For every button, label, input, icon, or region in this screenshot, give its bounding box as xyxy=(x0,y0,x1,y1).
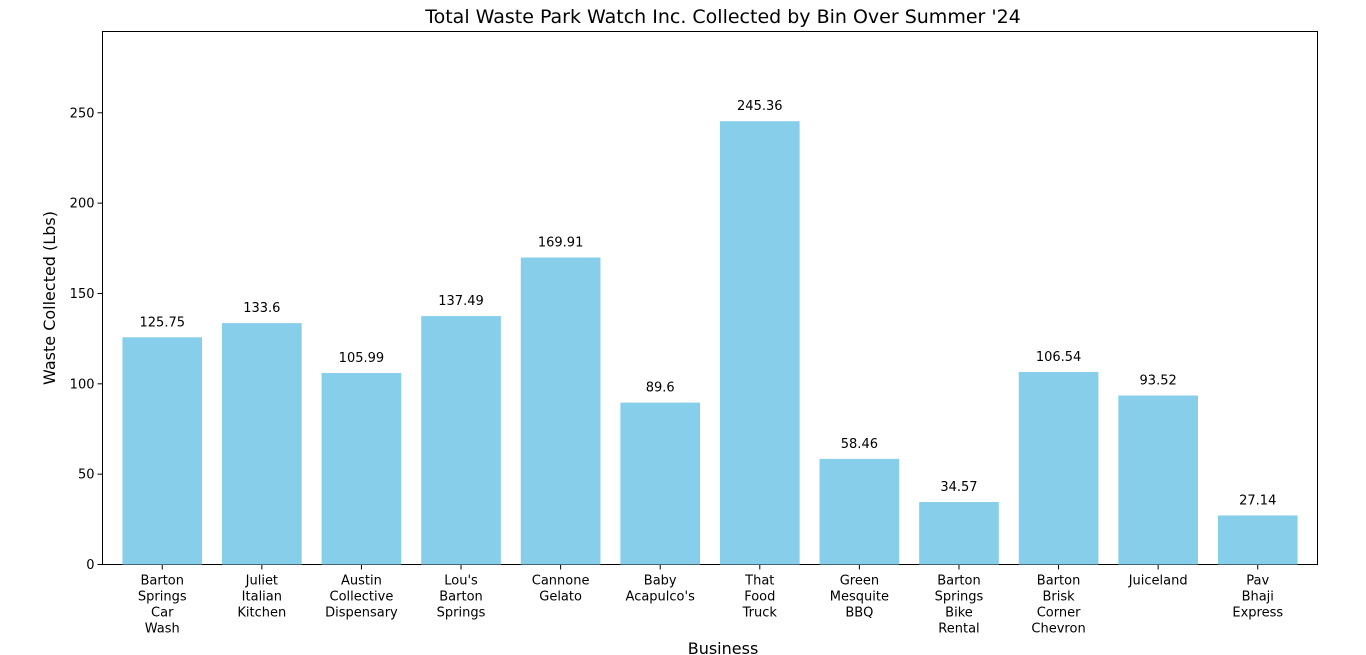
bar xyxy=(222,323,302,565)
y-tick-label: 150 xyxy=(70,287,95,302)
bar-value-label: 133.6 xyxy=(243,301,280,316)
bar-value-label: 93.52 xyxy=(1140,374,1177,389)
y-tick-label: 250 xyxy=(70,106,95,121)
bar-value-label: 125.75 xyxy=(140,315,186,330)
x-tick-label: Juiceland xyxy=(1128,574,1188,589)
bar-value-label: 169.91 xyxy=(538,236,584,251)
y-tick-label: 200 xyxy=(70,197,95,212)
x-axis: Barton Springs Car Wash Juliet Italian Kitchen… xyxy=(138,564,1283,637)
x-tick-label: Austin Collective Dispensary xyxy=(325,574,398,621)
bar-value-label: 137.49 xyxy=(438,294,484,309)
x-tick-label: Barton Springs Bike Rental xyxy=(935,574,984,637)
bar xyxy=(620,402,701,565)
y-tick-label: 0 xyxy=(86,558,94,573)
plot-area-frame xyxy=(102,31,1318,565)
bar xyxy=(421,316,501,565)
x-axis-title: Business xyxy=(688,639,759,655)
x-tick-label: Green Mesquite BBQ xyxy=(830,574,889,621)
bar-value-label: 58.46 xyxy=(841,437,878,452)
bar-value-label: 245.36 xyxy=(737,99,783,114)
x-tick-label: Barton Springs Car Wash xyxy=(138,574,187,637)
chart-title: Total Waste Park Watch Inc. Collected by… xyxy=(424,6,1021,28)
bar-value-label: 106.54 xyxy=(1036,350,1082,365)
x-tick-label: Lou's Barton Springs xyxy=(437,574,486,621)
x-tick-label: Pav Bhaji Express xyxy=(1232,574,1283,621)
x-tick-label: Barton Brisk Corner Chevron xyxy=(1031,574,1085,637)
x-tick-label: Juliet Italian Kitchen xyxy=(237,574,286,621)
x-tick-label: Baby Acapulco's xyxy=(626,574,696,605)
x-tick-label: That Food Truck xyxy=(742,574,778,621)
bars-group xyxy=(122,121,1298,565)
bar xyxy=(520,257,601,565)
y-tick-label: 50 xyxy=(78,468,95,483)
bar-value-label: 27.14 xyxy=(1239,493,1276,508)
y-tick-label: 100 xyxy=(70,377,95,392)
bar xyxy=(1018,372,1099,565)
bar-value-label: 34.57 xyxy=(940,480,977,495)
y-axis-title: Waste Collected (Lbs) xyxy=(40,211,59,385)
bar-value-label: 89.6 xyxy=(646,381,675,396)
bar xyxy=(819,458,900,565)
y-axis: 0 50 100 150 200 250 xyxy=(70,106,103,573)
bar xyxy=(1217,515,1298,565)
x-tick-label: Cannone Gelato xyxy=(532,574,590,605)
bar xyxy=(719,121,800,565)
bar xyxy=(321,372,402,565)
bar xyxy=(1118,395,1198,565)
bar-value-labels: 125.75 133.6 105.99 137.49 169.91 89.6 245.36 5… xyxy=(140,99,1277,508)
bar xyxy=(122,337,203,565)
bar-value-label: 105.99 xyxy=(339,351,385,366)
bar xyxy=(919,502,999,565)
